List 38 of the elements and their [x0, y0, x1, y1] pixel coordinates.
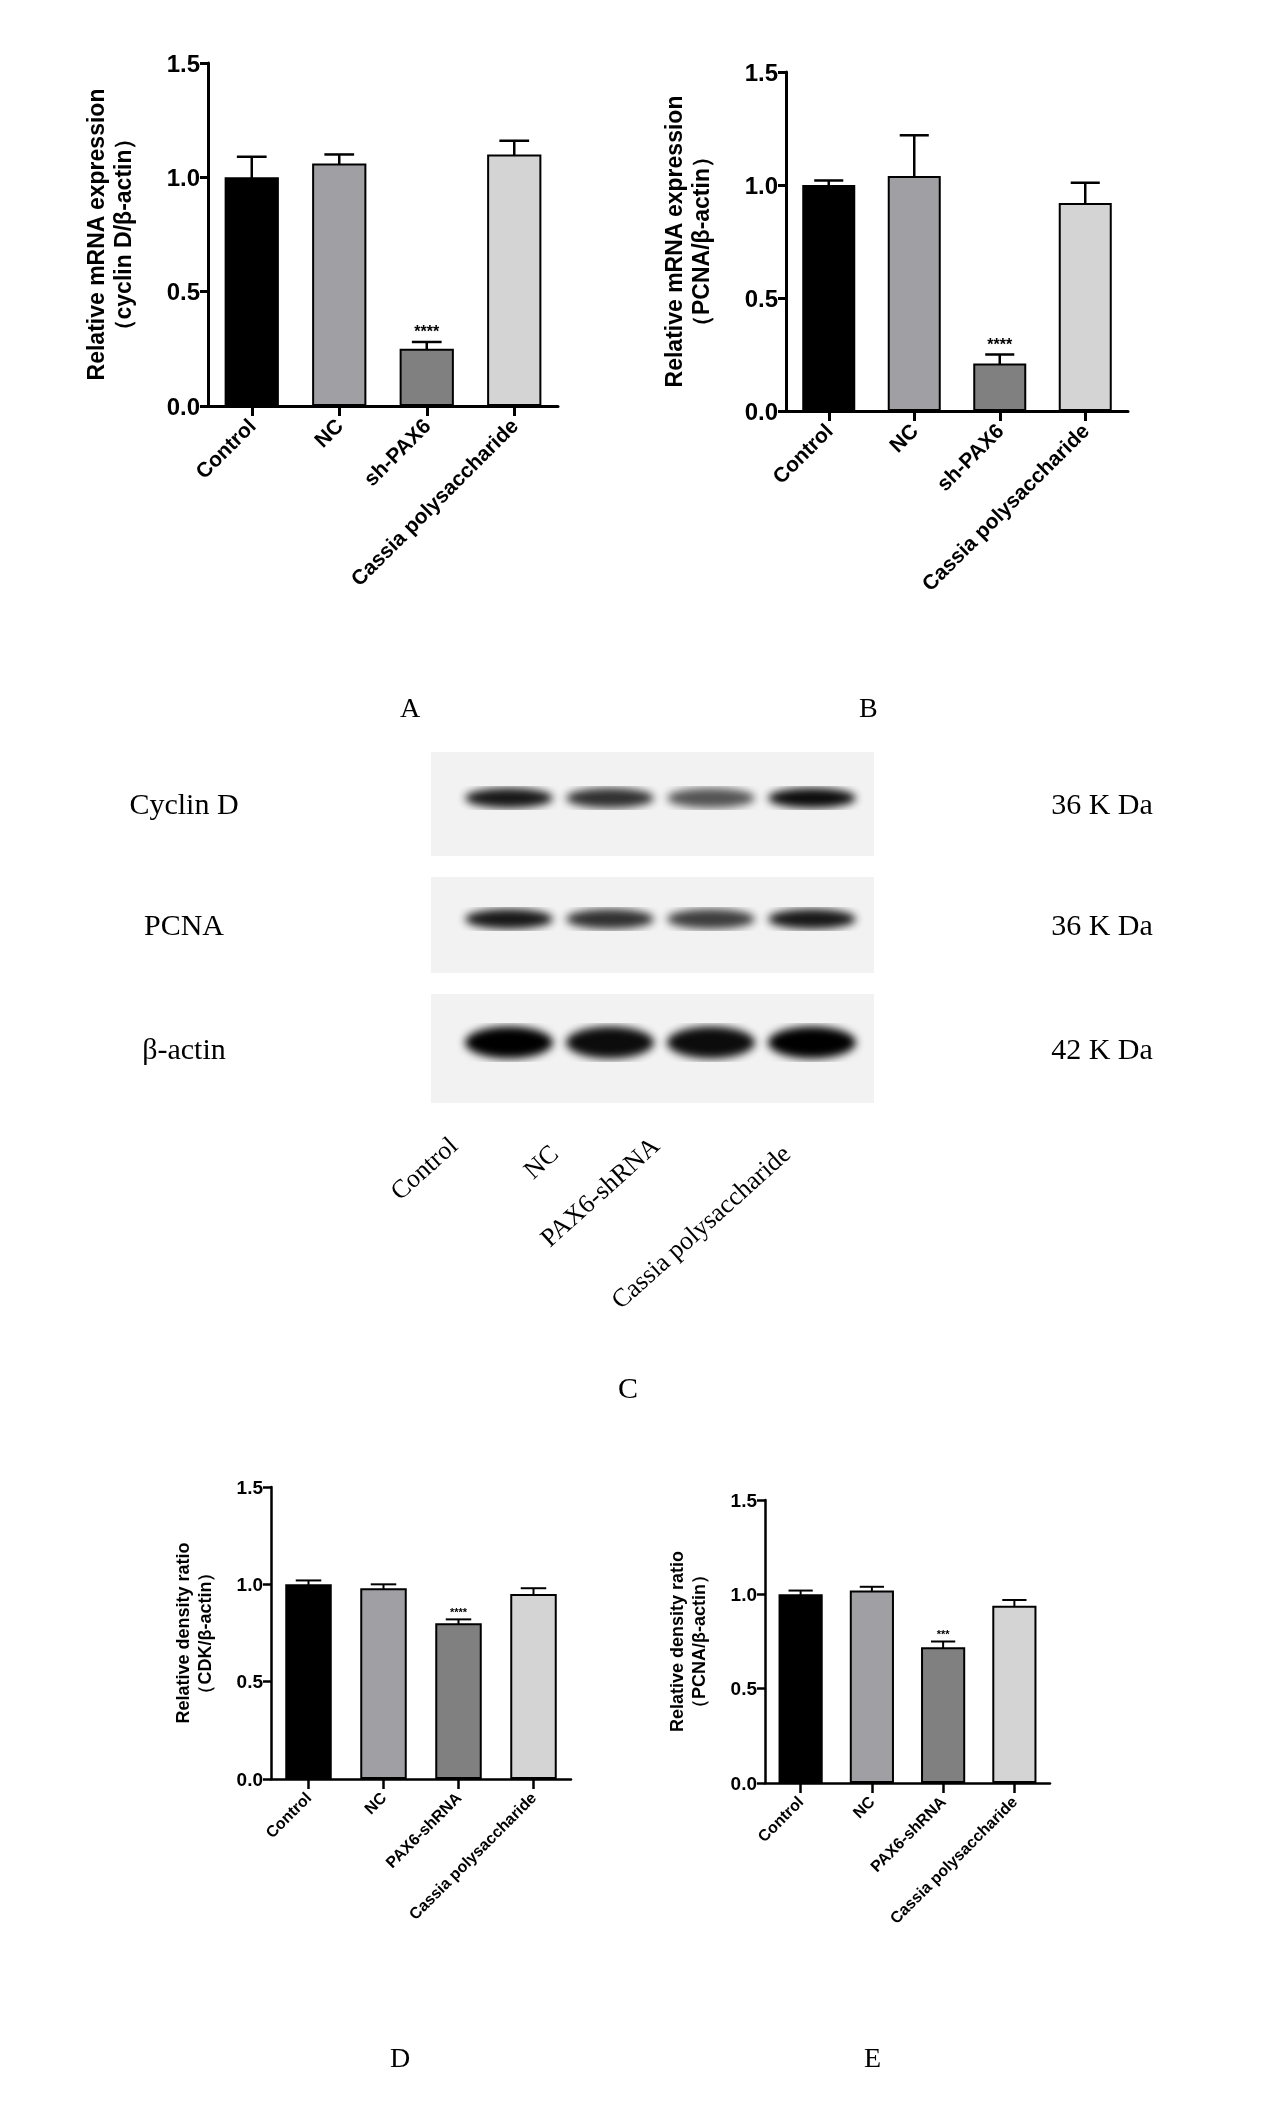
text: A	[400, 691, 421, 723]
text: E	[864, 2041, 882, 2073]
y-tick-label: 1.0	[730, 1583, 757, 1605]
text: D	[390, 2041, 411, 2073]
category-label: Cyclin D	[129, 787, 239, 820]
y-tick-label: 1.5	[236, 1476, 264, 1498]
category-label: β-actin	[142, 1031, 226, 1065]
y-tick-label: 0.5	[236, 1671, 264, 1693]
y-tick-label: 1.0	[166, 163, 200, 191]
annotation: ****	[449, 1605, 468, 1618]
y-tick-label: 1.0	[744, 171, 778, 199]
annotation: ***	[936, 1628, 951, 1640]
y-tick-label: 0.5	[166, 278, 200, 306]
y-tick-label: 1.0	[236, 1573, 263, 1595]
y-tick-label: 0.5	[744, 284, 778, 312]
x-tick-label: NC	[884, 418, 923, 457]
y-tick-label: 1.5	[166, 49, 200, 77]
y-tick-label: 0.0	[236, 1768, 263, 1790]
annotation: ****	[987, 336, 1013, 353]
y-tick-label: 0.0	[744, 397, 778, 425]
y-tick-label: 1.5	[730, 1489, 758, 1511]
y-tick-label: 0.0	[730, 1772, 757, 1794]
y-axis-title: Relative density ratio （PCNA/β-actin）	[667, 1550, 709, 1733]
x-tick-label: NC	[309, 413, 348, 452]
annotation: ****	[414, 323, 440, 341]
text: C	[617, 1371, 639, 1404]
x-tick-label: NC	[361, 1788, 390, 1818]
y-tick-label: 0.0	[166, 392, 200, 420]
y-axis-title: Relative mRNA expression （cyclin D/β-actin）	[82, 88, 136, 381]
y-tick-label: 0.5	[730, 1678, 758, 1700]
category-label: 36 K Da	[1051, 787, 1153, 820]
category-label: 36 K Da	[1051, 908, 1153, 941]
y-axis-title: Relative density ratio （CDK/β-actin）	[173, 1542, 215, 1724]
category-label: 42 K Da	[1051, 1031, 1153, 1065]
category-label: PCNA	[143, 908, 225, 941]
y-axis-title: Relative mRNA expression （PCNA/β-actin）	[660, 95, 714, 388]
text: B	[859, 691, 878, 723]
y-tick-label: 1.5	[744, 58, 778, 86]
